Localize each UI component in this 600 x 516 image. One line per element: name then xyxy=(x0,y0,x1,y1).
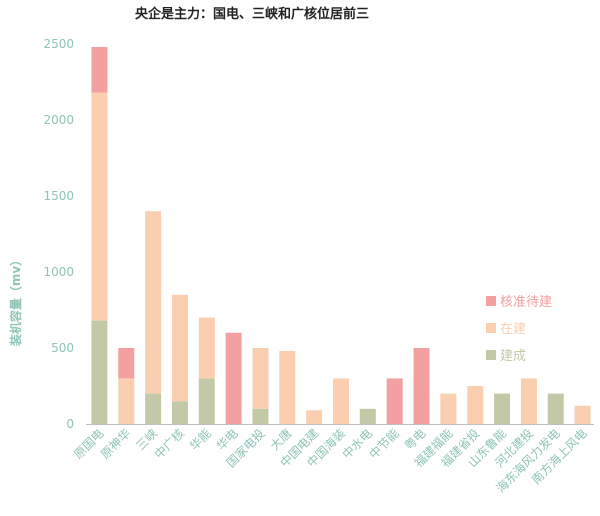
bar-segment-建成 xyxy=(547,393,564,424)
bar-segment-在建 xyxy=(171,294,188,402)
y-tick-label: 2000 xyxy=(43,113,74,127)
bar-segment-建成 xyxy=(494,393,511,424)
legend-label: 在建 xyxy=(500,322,526,337)
legend-label: 核准待建 xyxy=(500,295,552,310)
bars xyxy=(91,47,591,424)
bar-segment-在建 xyxy=(520,378,537,424)
bar-segment-在建 xyxy=(252,348,269,409)
bar-segment-在建 xyxy=(145,211,162,394)
legend-swatch xyxy=(486,296,496,306)
legend-swatch xyxy=(486,350,496,360)
chart-title: 央企是主力：国电、三峡和广核位居前三 xyxy=(135,6,369,22)
bar-segment-建成 xyxy=(91,320,108,424)
bar-segment-建成 xyxy=(145,393,162,424)
legend-label: 建成 xyxy=(500,349,526,364)
x-tick-label: 华能 xyxy=(187,426,214,453)
bar-segment-在建 xyxy=(333,378,349,424)
bar-segment-核准待建 xyxy=(386,378,403,424)
y-tick-label: 1000 xyxy=(43,265,74,279)
bar-segment-核准待建 xyxy=(91,47,108,93)
y-axis-label: 装机容量（mv） xyxy=(8,254,23,347)
bar-segment-核准待建 xyxy=(118,348,135,379)
bar-segment-在建 xyxy=(279,351,296,424)
x-tick-label: 中广核 xyxy=(151,426,187,462)
y-tick-label: 2500 xyxy=(43,37,74,51)
y-tick-label: 500 xyxy=(51,341,74,355)
bar-segment-建成 xyxy=(359,408,376,424)
y-axis: 0 500 1000 1500 2000 2500 xyxy=(43,37,74,431)
x-tick-label: 中节能 xyxy=(366,426,402,462)
bar-segment-建成 xyxy=(252,408,269,424)
legend-swatch xyxy=(486,323,496,333)
bar-segment-在建 xyxy=(467,386,484,424)
bar-segment-在建 xyxy=(440,393,457,424)
bar-segment-在建 xyxy=(118,378,135,424)
y-tick-label: 1500 xyxy=(43,189,74,203)
bar-segment-在建 xyxy=(198,317,215,379)
bar-segment-建成 xyxy=(171,401,188,424)
bar-segment-核准待建 xyxy=(225,332,242,424)
bar-segment-核准待建 xyxy=(413,348,430,424)
bar-segment-在建 xyxy=(574,405,591,424)
x-tick-label: 原神华 xyxy=(98,426,133,461)
bar-segment-在建 xyxy=(91,92,108,321)
bar-segment-建成 xyxy=(198,378,215,424)
y-tick-label: 0 xyxy=(66,417,74,431)
bar-segment-在建 xyxy=(306,410,323,424)
